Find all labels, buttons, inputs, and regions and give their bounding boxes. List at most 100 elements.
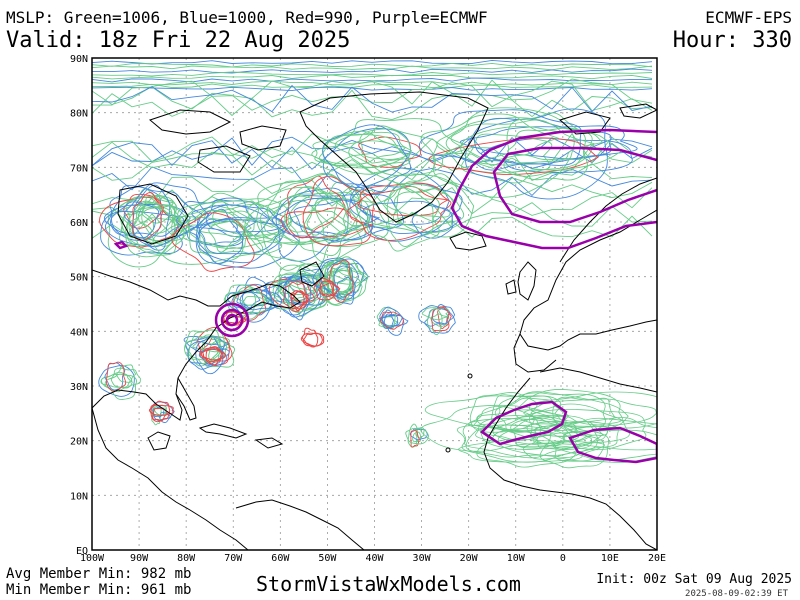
ensemble-contour <box>431 306 450 332</box>
ensemble-contour <box>92 78 653 107</box>
ensemble-contour <box>474 409 566 431</box>
longitude-labels: 100W 90W 80W 70W 60W 50W 40W 30W 20W 10W 0 10E 20E <box>80 553 666 564</box>
ensemble-contour <box>100 211 185 256</box>
init-time: Init: 00z Sat 09 Aug 2025 <box>596 572 792 587</box>
ensemble-contour <box>92 71 653 77</box>
ensemble-contour <box>195 335 224 375</box>
lat-label: 20N <box>70 437 88 448</box>
ensemble-contour <box>239 288 283 311</box>
map-frame <box>91 57 658 551</box>
ensemble-contour <box>311 140 409 168</box>
ensemble-contour <box>314 181 372 243</box>
ensemble-contour <box>534 417 657 463</box>
ensemble-contour <box>290 291 309 303</box>
ensemble-contour <box>450 113 560 161</box>
ensemble-contour <box>212 203 286 236</box>
forecast-hour: Hour: 330 <box>672 28 792 53</box>
ensemble-contour <box>92 86 653 92</box>
ensemble-contour <box>412 431 422 443</box>
ensemble-contour <box>405 427 430 445</box>
coastlines <box>92 91 657 550</box>
ensemble-contour <box>269 283 316 310</box>
ensemble-contour <box>437 306 452 330</box>
ensemble-contour <box>223 284 257 318</box>
ensemble-contour <box>491 394 564 434</box>
ensemble-contour <box>198 217 245 265</box>
ecmwf-contours <box>113 128 657 464</box>
ensemble-contour <box>379 311 404 330</box>
ensemble-contour <box>280 207 373 239</box>
lat-label: 40N <box>70 327 88 338</box>
ensemble-contour <box>104 186 203 247</box>
lon-label: 10W <box>507 553 526 564</box>
ensemble-contour <box>92 77 653 83</box>
ensemble-contour <box>421 307 449 321</box>
latitude-labels: 90N 80N 70N 60N 50N 40N 30N 20N 10N EQ <box>70 54 88 557</box>
generated-timestamp: 2025-08-09-02:39 ET <box>685 589 788 599</box>
ensemble-contour <box>152 407 168 422</box>
ensemble-contour <box>264 195 349 245</box>
lon-label: 50W <box>318 553 337 564</box>
ensemble-contour <box>117 194 190 246</box>
ensemble-contour <box>329 259 354 303</box>
ensemble-contour <box>92 166 653 197</box>
lon-label: 40W <box>365 553 384 564</box>
ensemble-contour <box>92 133 653 164</box>
avg-member-min: Avg Member Min: 982 mb <box>6 566 192 582</box>
ensemble-contour <box>480 423 594 450</box>
ensemble-contour <box>359 128 412 160</box>
ensemble-contour <box>313 277 341 301</box>
ensemble-contour <box>418 109 582 171</box>
ensemble-contour <box>492 409 647 451</box>
ensemble-contour <box>197 204 285 264</box>
ensemble-contour <box>105 361 127 392</box>
ensemble-contour <box>123 193 164 229</box>
lon-label: 60W <box>271 553 290 564</box>
ensemble-contour <box>312 257 360 297</box>
ensemble-contour <box>137 202 181 234</box>
ensemble-contour <box>427 308 443 336</box>
ensemble-contour <box>383 183 457 218</box>
ensemble-contour <box>184 200 252 255</box>
lon-label: 30W <box>413 553 432 564</box>
ensemble-contour <box>318 131 413 169</box>
lat-label: 10N <box>70 491 88 502</box>
ensemble-contour <box>465 108 608 200</box>
lon-label: 70W <box>224 553 243 564</box>
ensemble-contour <box>199 348 230 366</box>
ensemble-contour <box>300 332 325 347</box>
ensemble-contour <box>302 176 375 247</box>
ensemble-contour <box>152 215 264 265</box>
ensemble-contour <box>278 264 313 303</box>
ensemble-contour <box>126 207 185 255</box>
lon-label: 0 <box>560 553 566 564</box>
lon-label: 20W <box>460 553 479 564</box>
ensemble-contour <box>284 186 338 236</box>
ensemble-contour <box>231 288 266 320</box>
ensemble-contour <box>283 281 308 312</box>
ensemble-contour <box>107 196 180 268</box>
ensemble-contour <box>179 200 294 240</box>
ensemble-contour <box>316 262 353 284</box>
lon-label: 90W <box>130 553 149 564</box>
lon-label: 80W <box>177 553 196 564</box>
lat-label: 90N <box>70 54 88 65</box>
ensemble-contour <box>528 391 657 429</box>
ensemble-contour <box>302 332 323 347</box>
site-watermark: StormVistaWxModels.com <box>256 572 521 596</box>
valid-time: Valid: 18z Fri 22 Aug 2025 <box>6 28 351 53</box>
ensemble-contour <box>510 415 609 450</box>
ensemble-contour <box>366 184 440 252</box>
ensemble-contour <box>92 62 653 68</box>
ensemble-contour <box>110 367 141 389</box>
ensemble-contour <box>99 196 180 248</box>
ensemble-contour <box>116 364 137 383</box>
ensemble-contour <box>410 429 420 448</box>
ensemble-contour <box>293 199 381 235</box>
ensemble-contour <box>182 209 247 248</box>
ensemble-contour <box>528 403 630 449</box>
ensemble-contour <box>334 118 466 177</box>
ensemble-contour <box>92 136 653 167</box>
lat-label: 80N <box>70 109 88 120</box>
